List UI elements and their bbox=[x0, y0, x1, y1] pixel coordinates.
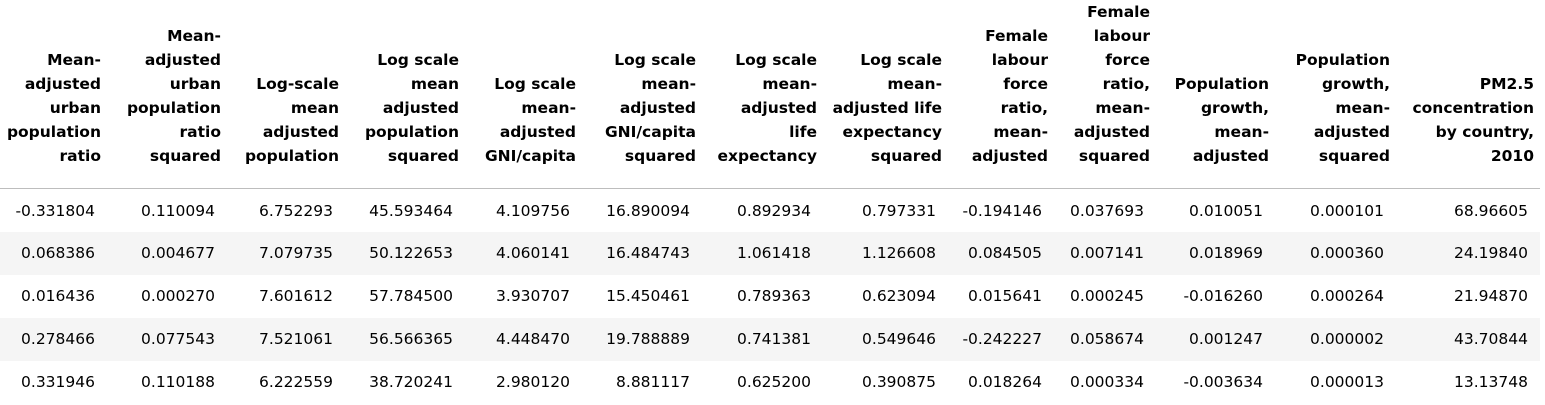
table-cell: 24.19840 bbox=[1396, 231, 1540, 275]
table-cell: 0.018969 bbox=[1156, 231, 1275, 275]
table-cell: 6.222559 bbox=[227, 360, 345, 404]
table-cell: 15.450461 bbox=[582, 274, 702, 318]
column-header: Mean-adjusted urban population ratio squ… bbox=[107, 0, 227, 189]
table-cell: 1.061418 bbox=[702, 231, 823, 275]
column-header: Log-scale mean adjusted population bbox=[227, 0, 345, 189]
table-cell: 4.060141 bbox=[465, 231, 582, 275]
table-cell: 0.000334 bbox=[1054, 360, 1156, 404]
table-row: 0.278466 0.077543 7.521061 56.566365 4.4… bbox=[0, 317, 1540, 361]
table-cell: 0.625200 bbox=[702, 360, 823, 404]
table-cell: 57.784500 bbox=[345, 274, 465, 318]
column-header: Log scale mean-adjusted GNI/capita bbox=[465, 0, 582, 189]
table-cell: 1.126608 bbox=[823, 231, 948, 275]
column-header: Population growth, mean-adjusted bbox=[1156, 0, 1275, 189]
column-header: Mean-adjusted urban population ratio bbox=[0, 0, 107, 189]
table-cell: 0.010051 bbox=[1156, 188, 1275, 232]
column-header: Population growth, mean-adjusted squared bbox=[1275, 0, 1396, 189]
header-row: Mean-adjusted urban population ratio Mea… bbox=[0, 0, 1540, 189]
table-cell: 2.980120 bbox=[465, 360, 582, 404]
table-cell: 0.789363 bbox=[702, 274, 823, 318]
table-cell: 13.13748 bbox=[1396, 360, 1540, 404]
table-cell: 0.331946 bbox=[0, 360, 107, 404]
table-cell: 21.94870 bbox=[1396, 274, 1540, 318]
column-header: Log scale mean adjusted population squar… bbox=[345, 0, 465, 189]
column-header: Log scale mean-adjusted life expectancy bbox=[702, 0, 823, 189]
table-cell: 56.566365 bbox=[345, 317, 465, 361]
table-cell: 0.001247 bbox=[1156, 317, 1275, 361]
table-cell: 0.068386 bbox=[0, 231, 107, 275]
column-header: Female labour force ratio, mean-adjusted bbox=[948, 0, 1054, 189]
table-cell: 0.084505 bbox=[948, 231, 1054, 275]
table-row: 0.068386 0.004677 7.079735 50.122653 4.0… bbox=[0, 231, 1540, 275]
table-cell: 0.007141 bbox=[1054, 231, 1156, 275]
table-cell: 38.720241 bbox=[345, 360, 465, 404]
table-cell: 0.015641 bbox=[948, 274, 1054, 318]
table-cell: 0.000245 bbox=[1054, 274, 1156, 318]
table-cell: 0.077543 bbox=[107, 317, 227, 361]
table-cell: -0.003634 bbox=[1156, 360, 1275, 404]
table-cell: 43.70844 bbox=[1396, 317, 1540, 361]
table-cell: 0.000270 bbox=[107, 274, 227, 318]
table-cell: 0.390875 bbox=[823, 360, 948, 404]
table-cell: -0.194146 bbox=[948, 188, 1054, 232]
table-cell: -0.242227 bbox=[948, 317, 1054, 361]
column-header: Log scale mean-adjusted life expectancy … bbox=[823, 0, 948, 189]
table-cell: 68.96605 bbox=[1396, 188, 1540, 232]
table-cell: 0.000360 bbox=[1275, 231, 1396, 275]
column-header: Female labour force ratio, mean-adjusted… bbox=[1054, 0, 1156, 189]
column-header: PM2.5 concentration by country, 2010 bbox=[1396, 0, 1540, 189]
table-cell: 0.278466 bbox=[0, 317, 107, 361]
table-cell: -0.331804 bbox=[0, 188, 107, 232]
table-cell: 7.521061 bbox=[227, 317, 345, 361]
table-cell: 4.448470 bbox=[465, 317, 582, 361]
table-cell: 8.881117 bbox=[582, 360, 702, 404]
table-row: 0.016436 0.000270 7.601612 57.784500 3.9… bbox=[0, 274, 1540, 318]
table-cell: 19.788889 bbox=[582, 317, 702, 361]
table-cell: 0.016436 bbox=[0, 274, 107, 318]
table-cell: 4.109756 bbox=[465, 188, 582, 232]
table-cell: 0.000264 bbox=[1275, 274, 1396, 318]
table-cell: 0.000002 bbox=[1275, 317, 1396, 361]
table-row: 0.331946 0.110188 6.222559 38.720241 2.9… bbox=[0, 360, 1540, 404]
table-cell: 0.110094 bbox=[107, 188, 227, 232]
table-cell: 0.110188 bbox=[107, 360, 227, 404]
table-cell: 7.079735 bbox=[227, 231, 345, 275]
table-cell: 0.892934 bbox=[702, 188, 823, 232]
table-cell: 0.000013 bbox=[1275, 360, 1396, 404]
table-cell: -0.016260 bbox=[1156, 274, 1275, 318]
table-cell: 0.741381 bbox=[702, 317, 823, 361]
table-cell: 0.623094 bbox=[823, 274, 948, 318]
table-cell: 45.593464 bbox=[345, 188, 465, 232]
table-cell: 0.037693 bbox=[1054, 188, 1156, 232]
table-cell: 0.004677 bbox=[107, 231, 227, 275]
table-cell: 50.122653 bbox=[345, 231, 465, 275]
table-cell: 0.549646 bbox=[823, 317, 948, 361]
column-header: Log scale mean-adjusted GNI/capita squar… bbox=[582, 0, 702, 189]
table-cell: 16.890094 bbox=[582, 188, 702, 232]
table-cell: 0.000101 bbox=[1275, 188, 1396, 232]
table-cell: 16.484743 bbox=[582, 231, 702, 275]
table-row: -0.331804 0.110094 6.752293 45.593464 4.… bbox=[0, 188, 1540, 232]
table-cell: 6.752293 bbox=[227, 188, 345, 232]
table-cell: 3.930707 bbox=[465, 274, 582, 318]
table-cell: 7.601612 bbox=[227, 274, 345, 318]
table-cell: 0.018264 bbox=[948, 360, 1054, 404]
table-cell: 0.058674 bbox=[1054, 317, 1156, 361]
table-cell: 0.797331 bbox=[823, 188, 948, 232]
